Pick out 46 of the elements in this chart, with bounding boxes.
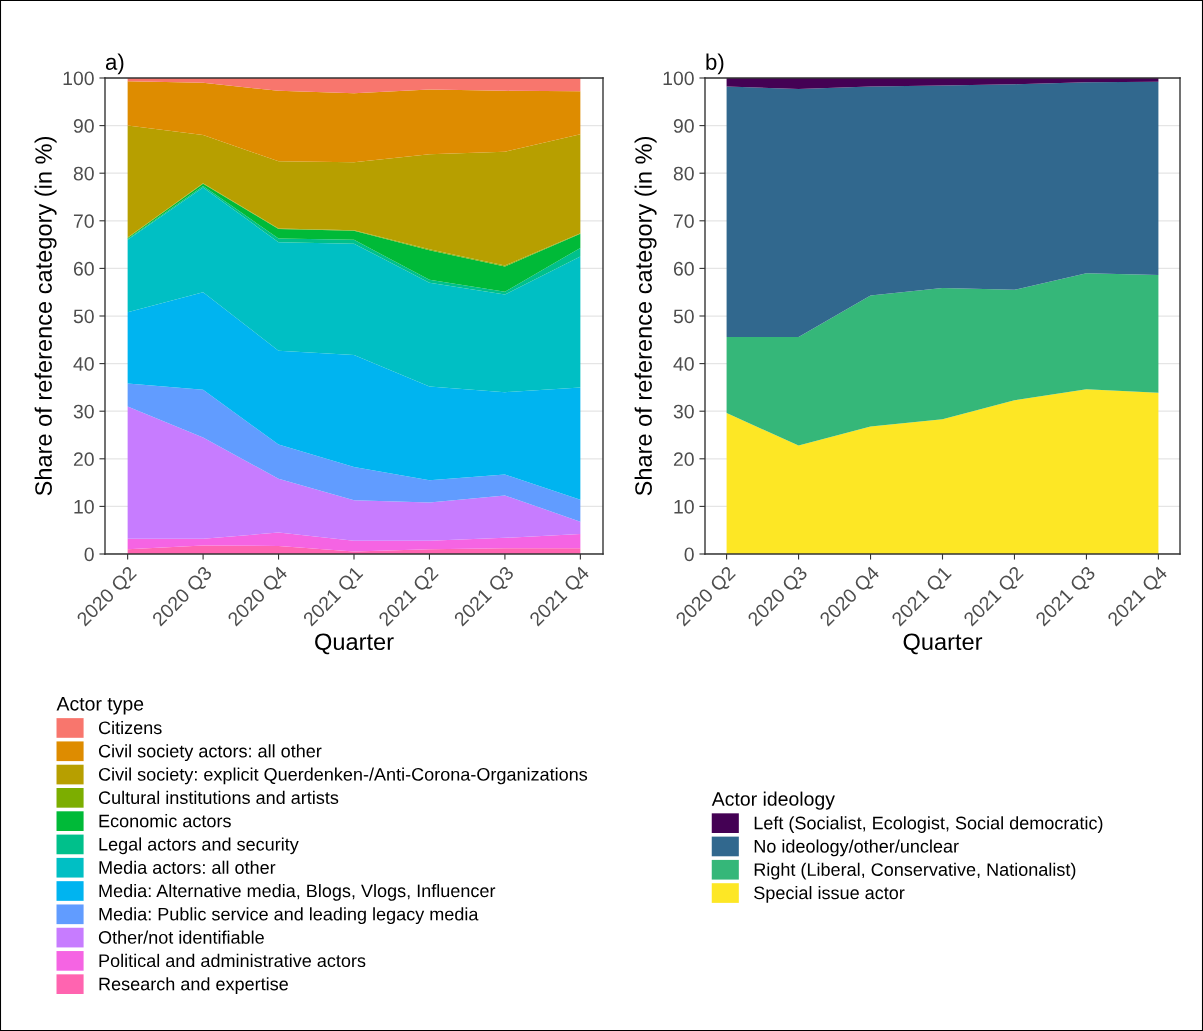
y-tick-label: 50 [673,309,694,324]
legend-label: Media: Public service and leading legacy media [99,907,479,925]
y-tick-label: 30 [73,404,94,419]
y-tick-label: 70 [73,214,94,229]
legend-label: Media: Alternative media, Blogs, Vlogs, Influencer [99,883,496,901]
y-axis-title: Share of reference category (in %) [634,137,657,496]
x-axis-title: Quarter [315,633,394,655]
y-tick-label: 60 [673,261,694,276]
y-tick-label: 100 [663,71,694,86]
y-tick-label: 20 [73,452,94,467]
chart-title: b) [706,53,724,75]
legend-label: Left (Socialist, Ecologist, Social democratic) [754,816,1103,833]
y-tick-label: 60 [73,261,94,276]
y-tick-label: 30 [673,404,694,419]
legend-label: Other/not identifiable [98,930,264,944]
legend-label: Economic actors [99,814,231,828]
y-tick-label: 90 [73,119,94,133]
legend-label: Civil society actors: all other [98,744,322,762]
legend-label: Research and expertise [99,977,288,994]
legend-label: No ideology/other/unclear [754,839,959,857]
legend-title: Actor type [56,697,144,715]
legend-label: Right (Liberal, Conservative, Nationalist) [754,862,1076,880]
y-tick-label: 0 [684,547,694,562]
y-tick-label: 0 [84,547,94,562]
y-tick-label: 80 [673,166,694,181]
legend-label: Citizens [98,720,162,735]
y-tick-label: 80 [73,166,94,181]
y-tick-label: 100 [63,71,94,86]
y-axis-title: Share of reference category (in %) [34,137,57,496]
y-tick-label: 70 [673,214,694,229]
legend-label: Special issue actor [754,886,905,903]
y-tick-label: 10 [674,499,694,514]
chart-title: a) [105,53,124,75]
y-tick-label: 20 [673,452,694,467]
y-tick-label: 50 [73,309,94,324]
x-axis-title: Quarter [903,633,983,655]
legend-title: Actor ideology [711,791,835,810]
y-tick-label: 10 [74,499,94,514]
legend-label: Legal actors and security [99,837,299,855]
y-tick-label: 40 [673,357,694,371]
legend-label: Cultural institutions and artists [98,790,339,805]
legend-label: Political and administrative actors [99,953,366,968]
y-tick-label: 90 [673,119,694,133]
y-tick-label: 40 [73,357,94,371]
legend-label: Civil society: explicit Querdenken-/Anti-Corona-Organizations [98,767,588,785]
legend-label: Media actors: all other [99,860,276,874]
